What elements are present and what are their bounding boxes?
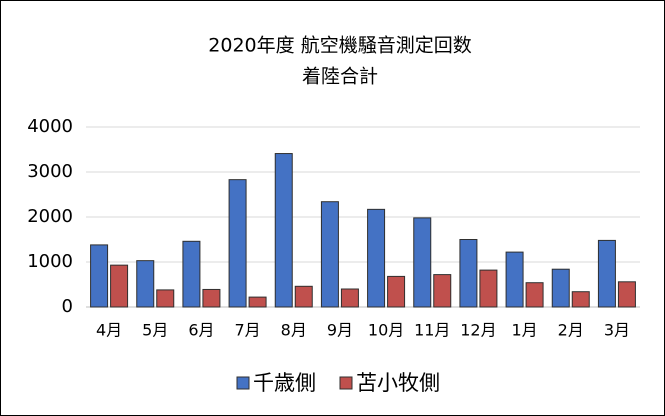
x-tick-label: 10月	[368, 321, 404, 340]
bar	[597, 239, 616, 308]
bar	[228, 179, 247, 308]
y-tick-label: 3000	[27, 161, 73, 182]
x-tick-label: 3月	[604, 321, 630, 340]
bar	[110, 264, 129, 308]
bar	[90, 244, 109, 308]
bar	[505, 251, 524, 308]
chart-subtitle: 着陸合計	[302, 66, 378, 88]
bar	[387, 275, 406, 308]
bar	[320, 201, 339, 308]
y-tick-label: 2000	[27, 206, 73, 227]
bar	[525, 282, 544, 308]
x-tick-label: 6月	[188, 321, 214, 340]
bar	[156, 289, 175, 308]
bar	[182, 240, 201, 308]
legend-swatch	[339, 376, 353, 390]
legend-swatch	[236, 376, 250, 390]
x-tick-label: 5月	[142, 321, 168, 340]
x-tick-label: 12月	[460, 321, 496, 340]
bar	[551, 268, 570, 308]
bar	[367, 208, 386, 308]
bar	[340, 288, 359, 308]
y-tick-label: 4000	[27, 116, 73, 137]
x-tick-label: 7月	[234, 321, 260, 340]
bar	[202, 288, 221, 308]
bar	[433, 274, 452, 308]
bar	[459, 239, 478, 308]
bar	[294, 285, 313, 308]
x-tick-label: 1月	[511, 321, 537, 340]
bar	[413, 217, 432, 308]
x-tick-label: 8月	[281, 321, 307, 340]
bar	[479, 269, 498, 308]
bar	[248, 296, 267, 308]
x-tick-label: 4月	[96, 321, 122, 340]
bar	[274, 153, 293, 308]
chart-title: 2020年度 航空機騒音測定回数	[208, 35, 471, 57]
x-tick-label: 11月	[414, 321, 450, 340]
y-tick-label: 0	[62, 296, 73, 317]
x-tick-label: 9月	[327, 321, 353, 340]
y-tick-label: 1000	[27, 251, 73, 272]
bar	[617, 281, 636, 308]
bar	[136, 260, 155, 308]
bar	[571, 291, 590, 308]
x-tick-label: 2月	[558, 321, 584, 340]
legend-label: 苫小牧側	[356, 371, 440, 395]
legend-label: 千歳側	[253, 371, 316, 395]
